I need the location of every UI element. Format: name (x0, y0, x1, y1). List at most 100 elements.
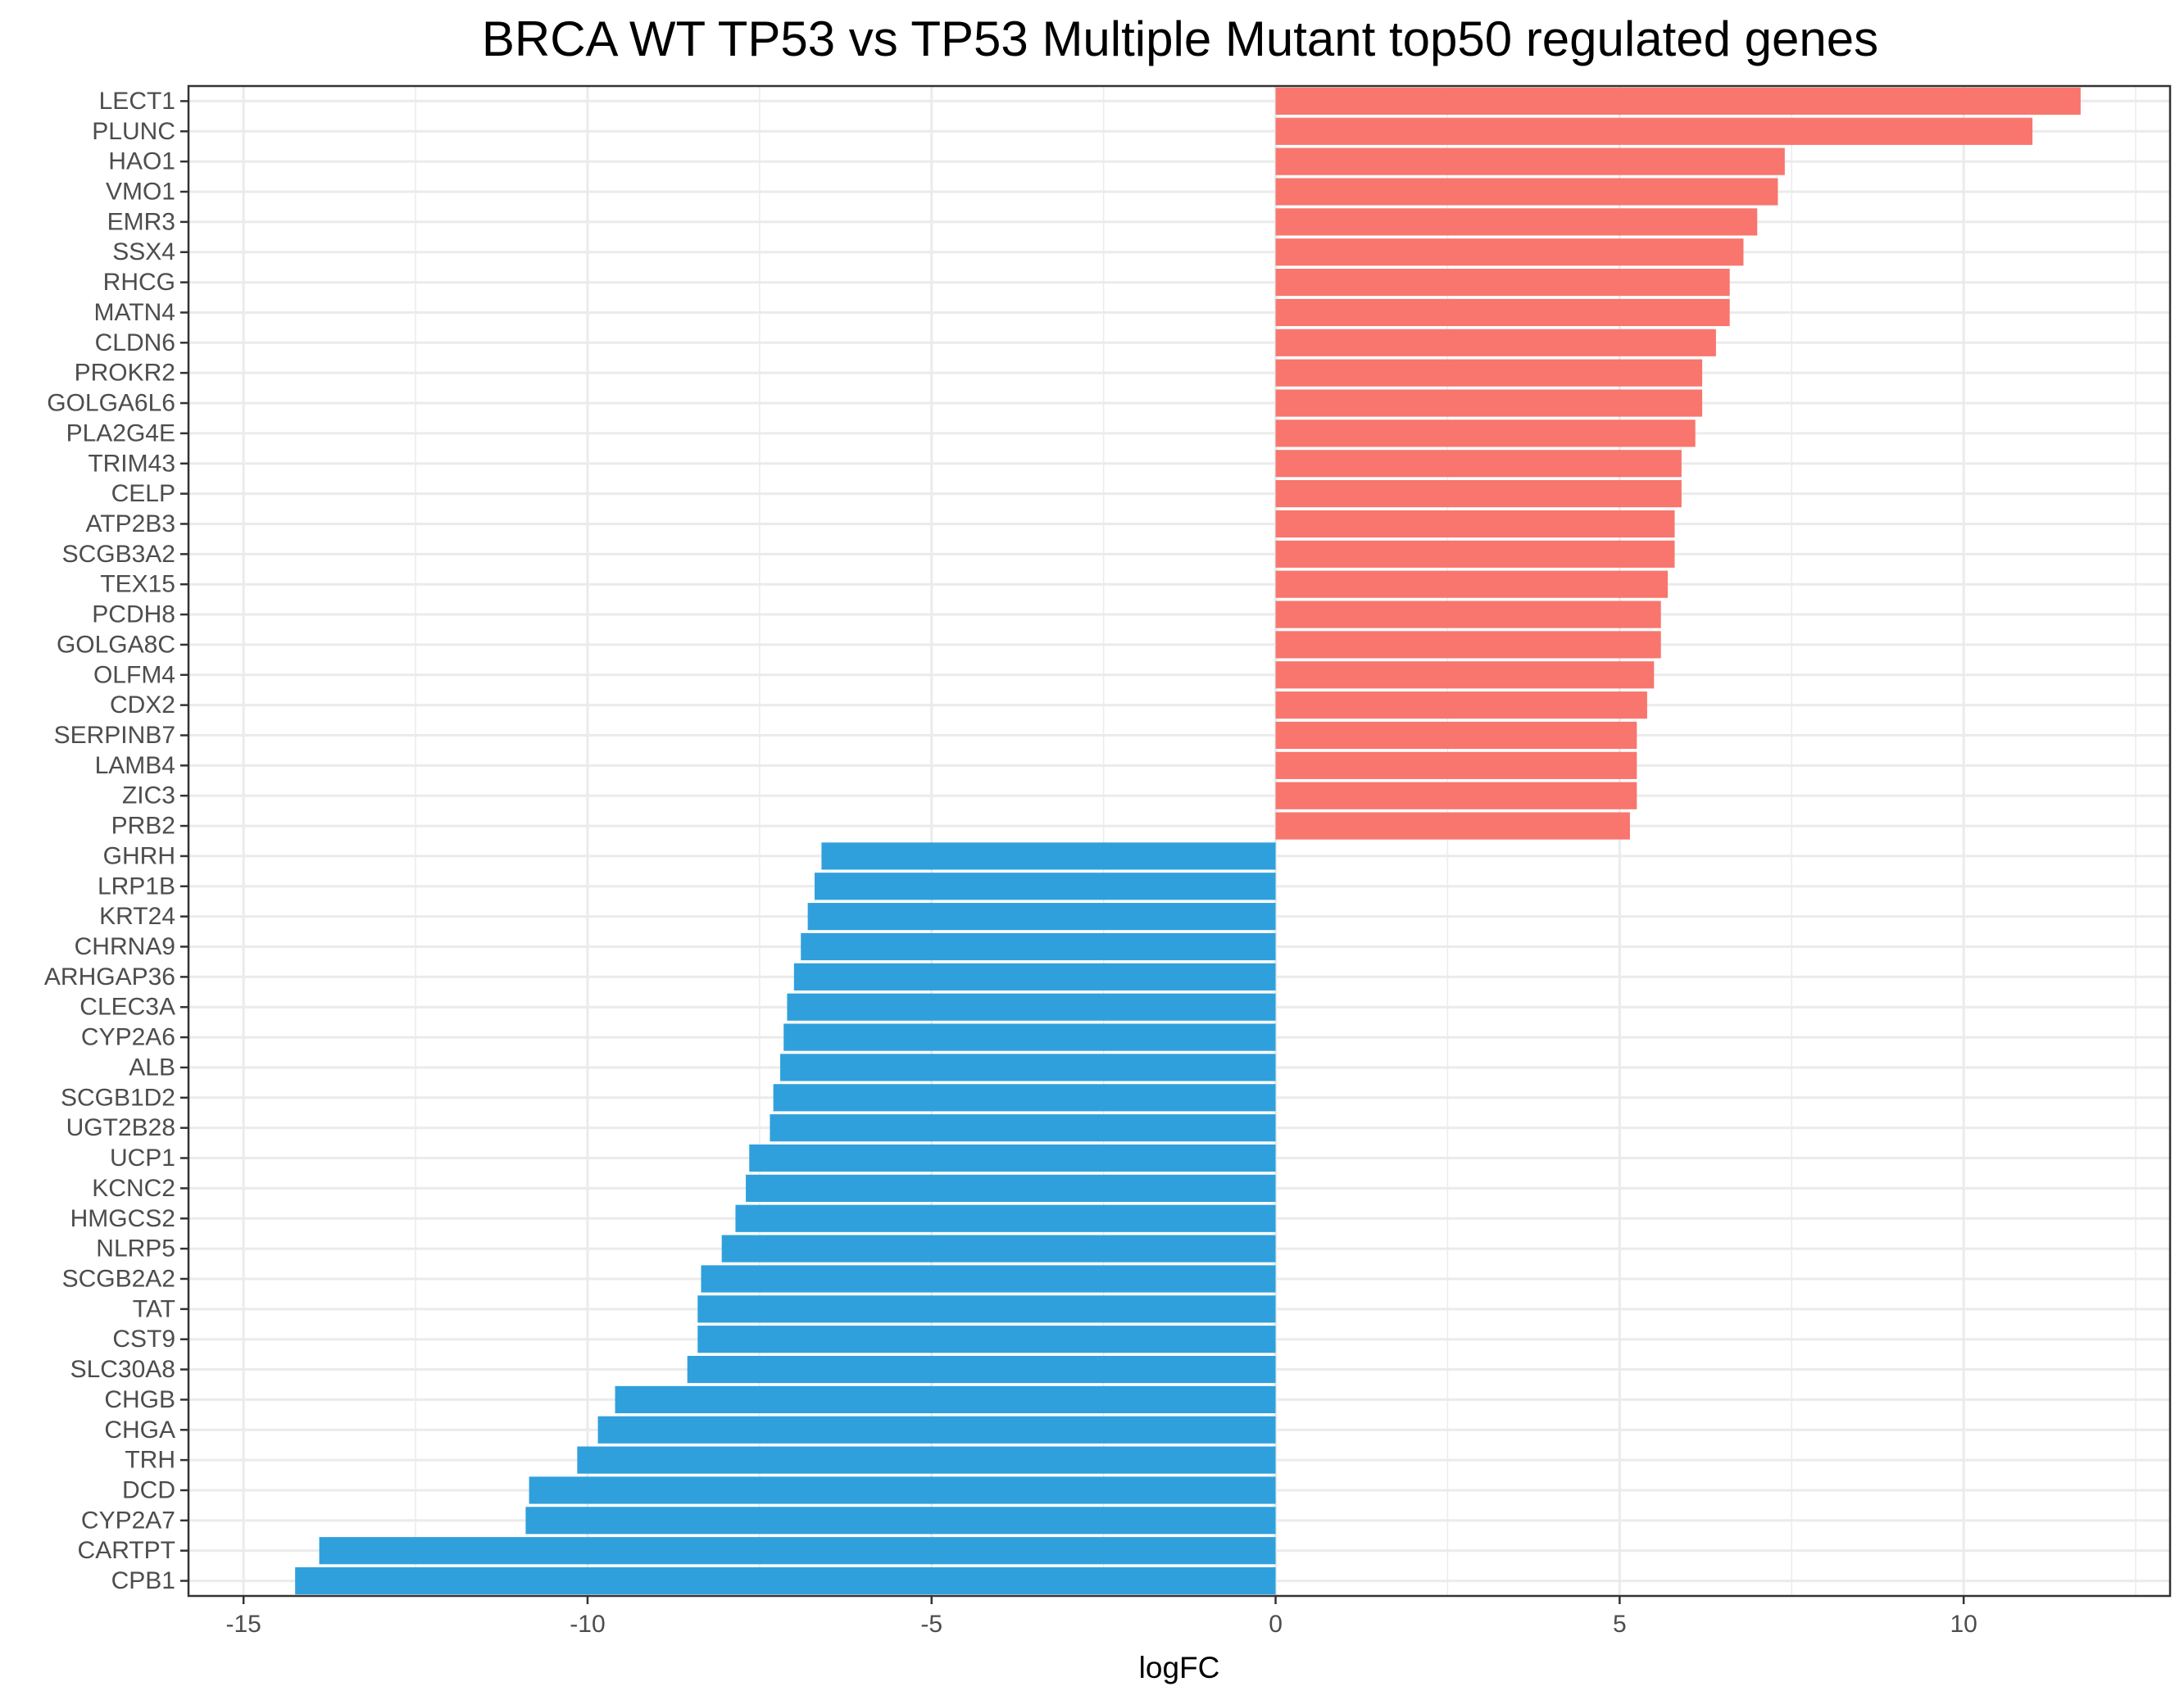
y-tick-label: VMO1 (106, 179, 175, 206)
bar-cartpt (319, 1537, 1276, 1565)
y-tick-label: LAMB4 (95, 752, 175, 779)
y-tick-label: PLA2G4E (66, 419, 175, 447)
bar-clec3a (787, 993, 1276, 1021)
x-tick-label: -15 (225, 1611, 261, 1638)
bar-scgb3a2 (1275, 540, 1675, 568)
bars (295, 87, 2081, 1595)
y-tick-label: GOLGA6L6 (47, 390, 175, 417)
bar-cyp2a7 (525, 1507, 1276, 1535)
bar-scgb1d2 (773, 1084, 1276, 1112)
x-axis-title: logFC (1139, 1651, 1220, 1684)
bar-slc30a8 (687, 1355, 1276, 1384)
bar-celp (1275, 480, 1682, 508)
y-tick-label: SCGB3A2 (62, 541, 175, 568)
bar-hao1 (1275, 147, 1785, 175)
bar-prb2 (1275, 812, 1630, 840)
y-tick-label: EMR3 (107, 208, 175, 235)
y-tick-label: CYP2A7 (81, 1507, 175, 1534)
y-tick-label: CPB1 (111, 1567, 175, 1594)
bar-pcdh8 (1275, 601, 1661, 628)
y-tick-label: CELP (111, 480, 175, 507)
bar-cdx2 (1275, 691, 1647, 719)
bar-atp2b3 (1275, 510, 1675, 538)
bar-cldn6 (1275, 329, 1716, 356)
bar-trh (577, 1446, 1276, 1474)
y-tick-label: CHGA (104, 1417, 175, 1444)
y-tick-label: GHRH (103, 842, 175, 869)
y-tick-label: PRB2 (111, 813, 175, 840)
x-tick-label: 5 (1613, 1611, 1627, 1638)
y-tick-label: CLEC3A (79, 994, 175, 1021)
y-tick-label: SERPINB7 (54, 722, 175, 749)
y-tick-label: SLC30A8 (70, 1356, 175, 1383)
y-tick-label: CST9 (112, 1326, 175, 1353)
y-tick-label: SSX4 (112, 238, 175, 265)
chart-title: BRCA WT TP53 vs TP53 Multiple Mutant top… (482, 11, 1878, 66)
bar-lrp1b (815, 873, 1276, 900)
bar-tex15 (1275, 570, 1669, 598)
bar-cpb1 (295, 1566, 1276, 1595)
bar-kcnc2 (746, 1174, 1276, 1202)
bar-ssx4 (1275, 238, 1744, 266)
y-tick-label: CARTPT (78, 1537, 175, 1564)
bar-matn4 (1275, 298, 1730, 327)
bar-golga8c (1275, 631, 1661, 659)
y-tick-label: ZIC3 (122, 782, 175, 809)
bar-ucp1 (749, 1144, 1276, 1172)
y-tick-label: UCP1 (110, 1145, 175, 1172)
bar-golga6l6 (1275, 389, 1703, 417)
y-tick-label: CLDN6 (95, 329, 175, 356)
y-tick-label: TRIM43 (88, 450, 175, 477)
bar-lect1 (1275, 87, 2081, 116)
y-tick-label: UGT2B28 (66, 1114, 175, 1141)
x-axis-ticks: -15 -10 -5 0 5 10 (225, 1596, 1977, 1638)
bar-hmgcs2 (735, 1204, 1276, 1232)
bar-alb (780, 1054, 1276, 1081)
bar-chrna9 (801, 932, 1276, 961)
y-tick-label: CHGB (104, 1386, 175, 1413)
bar-nlrp5 (721, 1235, 1276, 1263)
y-tick-label: ALB (129, 1054, 175, 1081)
bar-chgb (615, 1385, 1276, 1413)
y-tick-label: CHRNA9 (75, 933, 175, 960)
bar-olfm4 (1275, 661, 1655, 689)
y-tick-label: CDX2 (110, 691, 175, 719)
bar-cst9 (697, 1326, 1276, 1353)
x-tick-label: -10 (570, 1611, 605, 1638)
panel-border (187, 84, 2172, 1598)
bar-lamb4 (1275, 751, 1637, 779)
bar-ghrh (821, 842, 1276, 870)
bar-serpinb7 (1275, 721, 1637, 750)
bar-tat (697, 1295, 1276, 1323)
y-tick-label: NLRP5 (96, 1235, 175, 1263)
bar-emr3 (1275, 208, 1758, 236)
bar-zic3 (1275, 782, 1637, 809)
x-tick-label: -5 (920, 1611, 942, 1638)
bar-vmo1 (1275, 178, 1778, 206)
x-tick-label: 10 (1950, 1611, 1977, 1638)
y-tick-label: SCGB1D2 (61, 1084, 175, 1111)
y-tick-label: HAO1 (108, 148, 175, 175)
y-tick-label: TAT (133, 1295, 175, 1322)
bar-plunc (1275, 117, 2033, 145)
y-tick-label: OLFM4 (93, 661, 175, 688)
y-tick-label: GOLGA8C (57, 631, 175, 658)
y-tick-label: MATN4 (94, 299, 175, 326)
y-tick-label: RHCG (103, 269, 175, 296)
y-tick-label: PCDH8 (92, 601, 175, 628)
y-tick-label: ARHGAP36 (44, 963, 175, 991)
bar-trim43 (1275, 450, 1682, 478)
bar-pla2g4e (1275, 419, 1696, 447)
bar-krt24 (807, 903, 1276, 931)
x-tick-label: 0 (1269, 1611, 1283, 1638)
bar-scgb2a2 (701, 1265, 1276, 1293)
y-tick-label: PROKR2 (75, 360, 175, 387)
y-tick-label: KRT24 (99, 903, 175, 930)
y-tick-label: PLUNC (92, 118, 175, 145)
bar-rhcg (1275, 269, 1730, 297)
bar-arhgap36 (793, 963, 1276, 991)
bar-dcd (529, 1476, 1276, 1504)
y-tick-label: SCGB2A2 (62, 1265, 175, 1292)
